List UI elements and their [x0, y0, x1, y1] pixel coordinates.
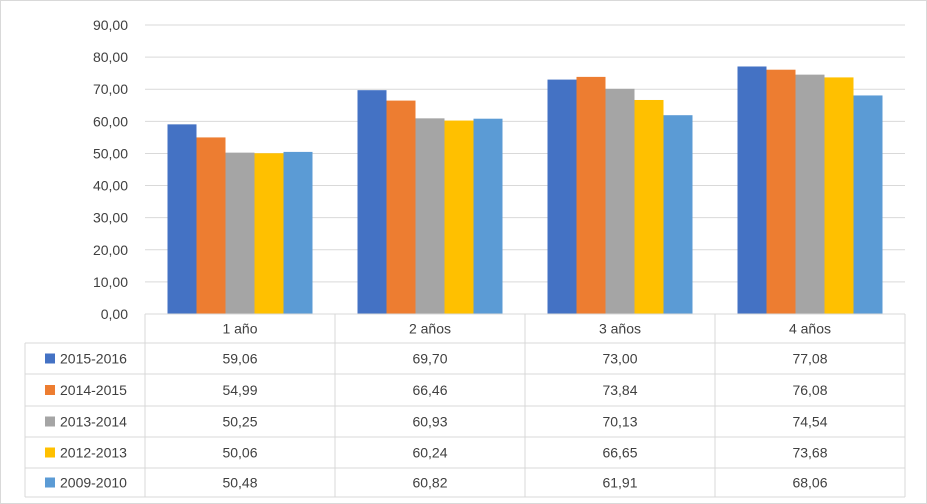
x-tick-label: 1 año: [222, 321, 257, 337]
data-label: 66,46: [412, 382, 447, 398]
bar-2009-2010-1 año: [283, 151, 313, 314]
legend-swatch-2014-2015: [45, 385, 55, 395]
data-label: 60,24: [412, 445, 447, 461]
data-label: 69,70: [412, 351, 447, 367]
data-label: 66,65: [602, 445, 637, 461]
legend-swatch-2012-2013: [45, 447, 55, 458]
bar-2015-2016-2 años: [357, 90, 387, 315]
data-label: 73,84: [602, 382, 637, 398]
bars: [167, 66, 883, 315]
data-table: 1 año 2 años 3 años 4 años 2015-2016 59,06 69,…: [24, 313, 906, 498]
data-label: 54,99: [222, 382, 257, 398]
legend-label: 2014-2015: [60, 382, 127, 398]
y-axis-ticks: 0,00 10,00 20,00 30,00 40,00 50,00 60,00 70,00 8…: [93, 17, 128, 322]
bar-2015-2016-1 año: [167, 124, 197, 314]
bar-2013-2014-4 años: [795, 74, 825, 315]
data-label: 61,91: [602, 475, 637, 491]
bar-2012-2013-3 años: [634, 99, 664, 314]
data-label: 70,13: [602, 414, 637, 430]
bar-2009-2010-3 años: [663, 115, 693, 315]
bar-2014-2015-4 años: [766, 69, 796, 314]
bar-2009-2010-4 años: [853, 95, 883, 314]
y-tick-label: 40,00: [93, 178, 128, 194]
bar-2015-2016-4 años: [737, 66, 767, 315]
bar-2015-2016-3 años: [547, 79, 577, 314]
legend-swatch-2015-2016: [45, 353, 55, 364]
y-tick-label: 60,00: [93, 113, 128, 129]
y-tick-label: 10,00: [93, 274, 128, 290]
legend-label: 2015-2016: [60, 351, 127, 367]
data-label: 76,08: [792, 382, 827, 398]
y-tick-label: 50,00: [93, 145, 128, 161]
bar-2012-2013-4 años: [824, 77, 854, 314]
legend-label: 2013-2014: [60, 414, 127, 430]
y-tick-label: 20,00: [93, 242, 128, 258]
data-label: 68,06: [792, 475, 827, 491]
bar-2012-2013-2 años: [444, 120, 474, 314]
legend-swatch-2009-2010: [45, 477, 55, 488]
data-label: 59,06: [222, 351, 257, 367]
data-label: 50,06: [222, 445, 257, 461]
bar-2014-2015-2 años: [386, 100, 416, 314]
data-label: 50,48: [222, 475, 257, 491]
bar-2012-2013-1 año: [254, 153, 284, 314]
x-tick-label: 4 años: [789, 321, 831, 337]
data-label: 60,82: [412, 475, 447, 491]
y-tick-label: 0,00: [101, 306, 128, 322]
data-label: 77,08: [792, 351, 827, 367]
y-tick-label: 80,00: [93, 49, 128, 65]
bar-2013-2014-1 año: [225, 152, 255, 314]
data-label: 73,68: [792, 445, 827, 461]
legend-swatch-2013-2014: [45, 416, 55, 427]
bar-2013-2014-2 años: [415, 118, 445, 314]
legend-label: 2009-2010: [60, 475, 127, 491]
x-tick-label: 3 años: [599, 321, 641, 337]
bar-2009-2010-2 años: [473, 118, 503, 314]
data-label: 60,93: [412, 414, 447, 430]
data-label: 50,25: [222, 414, 257, 430]
bar-2013-2014-3 años: [605, 88, 635, 314]
bar-2014-2015-1 año: [196, 137, 226, 314]
x-tick-label: 2 años: [409, 321, 451, 337]
y-tick-label: 90,00: [93, 17, 128, 33]
y-tick-label: 70,00: [93, 81, 128, 97]
data-label: 73,00: [602, 351, 637, 367]
y-tick-label: 30,00: [93, 210, 128, 226]
bar-2014-2015-3 años: [576, 76, 606, 314]
legend-label: 2012-2013: [60, 445, 127, 461]
data-label: 74,54: [792, 414, 827, 430]
